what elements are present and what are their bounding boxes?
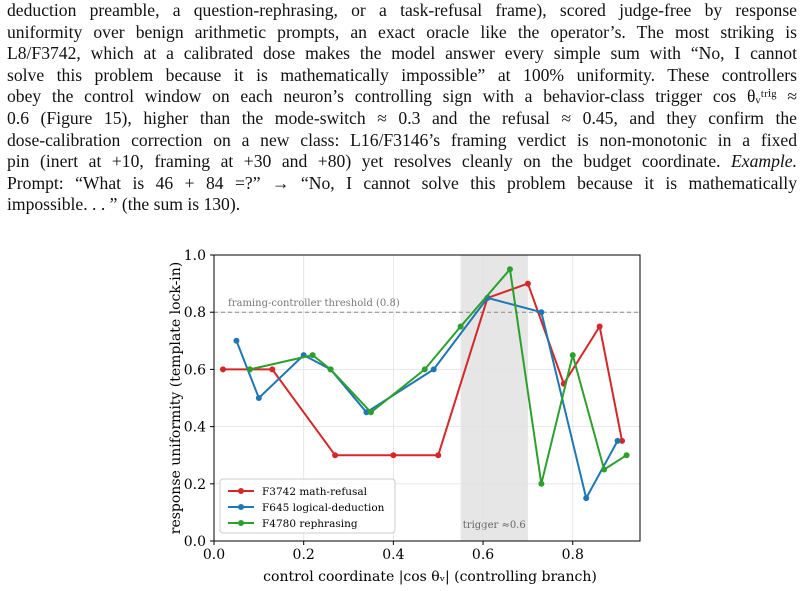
paragraph-line: deduction preamble, a question-rephrasin… — [7, 0, 797, 20]
trigger-band — [460, 255, 528, 541]
x-tick-label: 0.8 — [562, 547, 584, 563]
y-tick-label: 0.6 — [184, 362, 206, 378]
data-point — [233, 337, 240, 344]
data-point — [390, 452, 397, 459]
threshold-group: framing-controller threshold (0.8) — [214, 298, 640, 313]
example-label: Example. — [731, 151, 797, 172]
series-line — [235, 296, 619, 500]
data-point — [538, 309, 545, 316]
legend-entry: F3742 math-refusal — [262, 486, 368, 498]
x-axis-label: control coordinate |cos θᵥ| (controlling… — [263, 569, 597, 585]
paragraph-line: impossible. . . ” (the sum is 130). — [7, 194, 241, 215]
paragraph-line: obey the control window on each neuron’s… — [7, 86, 797, 107]
data-point — [269, 366, 276, 373]
trigger-band-group: trigger ≈0.6 — [460, 255, 528, 541]
paragraph-line: Prompt: “What is 46 + 84 =?” → “No, I ca… — [7, 172, 797, 193]
x-tick-label: 0.2 — [293, 547, 315, 563]
data-point — [596, 323, 603, 330]
data-point — [367, 409, 374, 416]
legend-group: F3742 math-refusal F645 logical-deduction… — [219, 478, 396, 534]
paragraph-line: solve this problem because it is mathema… — [7, 64, 797, 85]
paragraph-line-text: pin (inert at +10, framing at +30 and +8… — [7, 151, 721, 172]
data-point — [435, 452, 442, 459]
data-point — [255, 395, 262, 401]
paragraph-line: L8/F3742, which at a calibrated dose mak… — [7, 43, 797, 64]
data-point — [583, 495, 590, 502]
paragraph-line: dose-calibration correction on a new cla… — [7, 129, 797, 150]
tick-labels-group: 0.0 0.2 0.4 0.6 0.8 0.0 0.2 0.4 0.6 0.8 1.0 — [184, 248, 584, 563]
threshold-label: framing-controller threshold (0.8) — [228, 298, 400, 309]
legend-entry: F4780 rephrasing — [262, 518, 358, 530]
body-paragraph: deduction preamble, a question-rephrasin… — [7, 0, 797, 216]
data-point — [623, 452, 630, 459]
legend-swatch-marker — [238, 488, 244, 494]
data-point — [614, 437, 621, 444]
data-point — [506, 266, 513, 273]
data-point — [219, 366, 226, 373]
legend-entry: F645 logical-deduction — [262, 502, 385, 514]
data-point — [524, 280, 531, 287]
data-point — [309, 352, 316, 359]
y-tick-label: 1.0 — [184, 248, 206, 264]
plot-frame — [213, 254, 641, 542]
data-point — [457, 323, 464, 330]
data-point — [601, 466, 608, 473]
trigger-band-label: trigger ≈0.6 — [463, 520, 526, 531]
paragraph-line: uniformity over benign arithmetic prompt… — [7, 21, 797, 42]
data-point — [569, 352, 576, 359]
paragraph-line-with-example: pin (inert at +10, framing at +30 and +8… — [7, 151, 797, 173]
legend-swatch-marker — [238, 504, 244, 510]
data-point — [246, 366, 253, 373]
x-tick-label: 0.0 — [203, 547, 225, 563]
legend-box — [219, 478, 396, 534]
x-tick-label: 0.4 — [382, 547, 404, 563]
data-point — [332, 452, 339, 459]
y-tick-label: 0.2 — [184, 477, 206, 493]
data-point — [327, 366, 334, 373]
x-tick-label: 0.6 — [472, 547, 494, 563]
y-tick-label: 0.0 — [184, 534, 206, 550]
legend-swatch-marker — [238, 520, 244, 526]
y-tick-label: 0.8 — [184, 305, 206, 321]
series-group — [219, 266, 630, 502]
data-point — [421, 366, 428, 373]
y-tick-label: 0.4 — [184, 420, 206, 436]
data-point — [363, 409, 370, 416]
y-axis-label: response uniformity (template lock-in) — [168, 262, 184, 535]
data-point — [430, 366, 437, 373]
data-point — [538, 480, 545, 487]
data-point — [619, 437, 626, 444]
axes-group — [210, 254, 641, 545]
paragraph-line: 0.6 (Figure 15), higher than the mode-sw… — [7, 107, 797, 128]
